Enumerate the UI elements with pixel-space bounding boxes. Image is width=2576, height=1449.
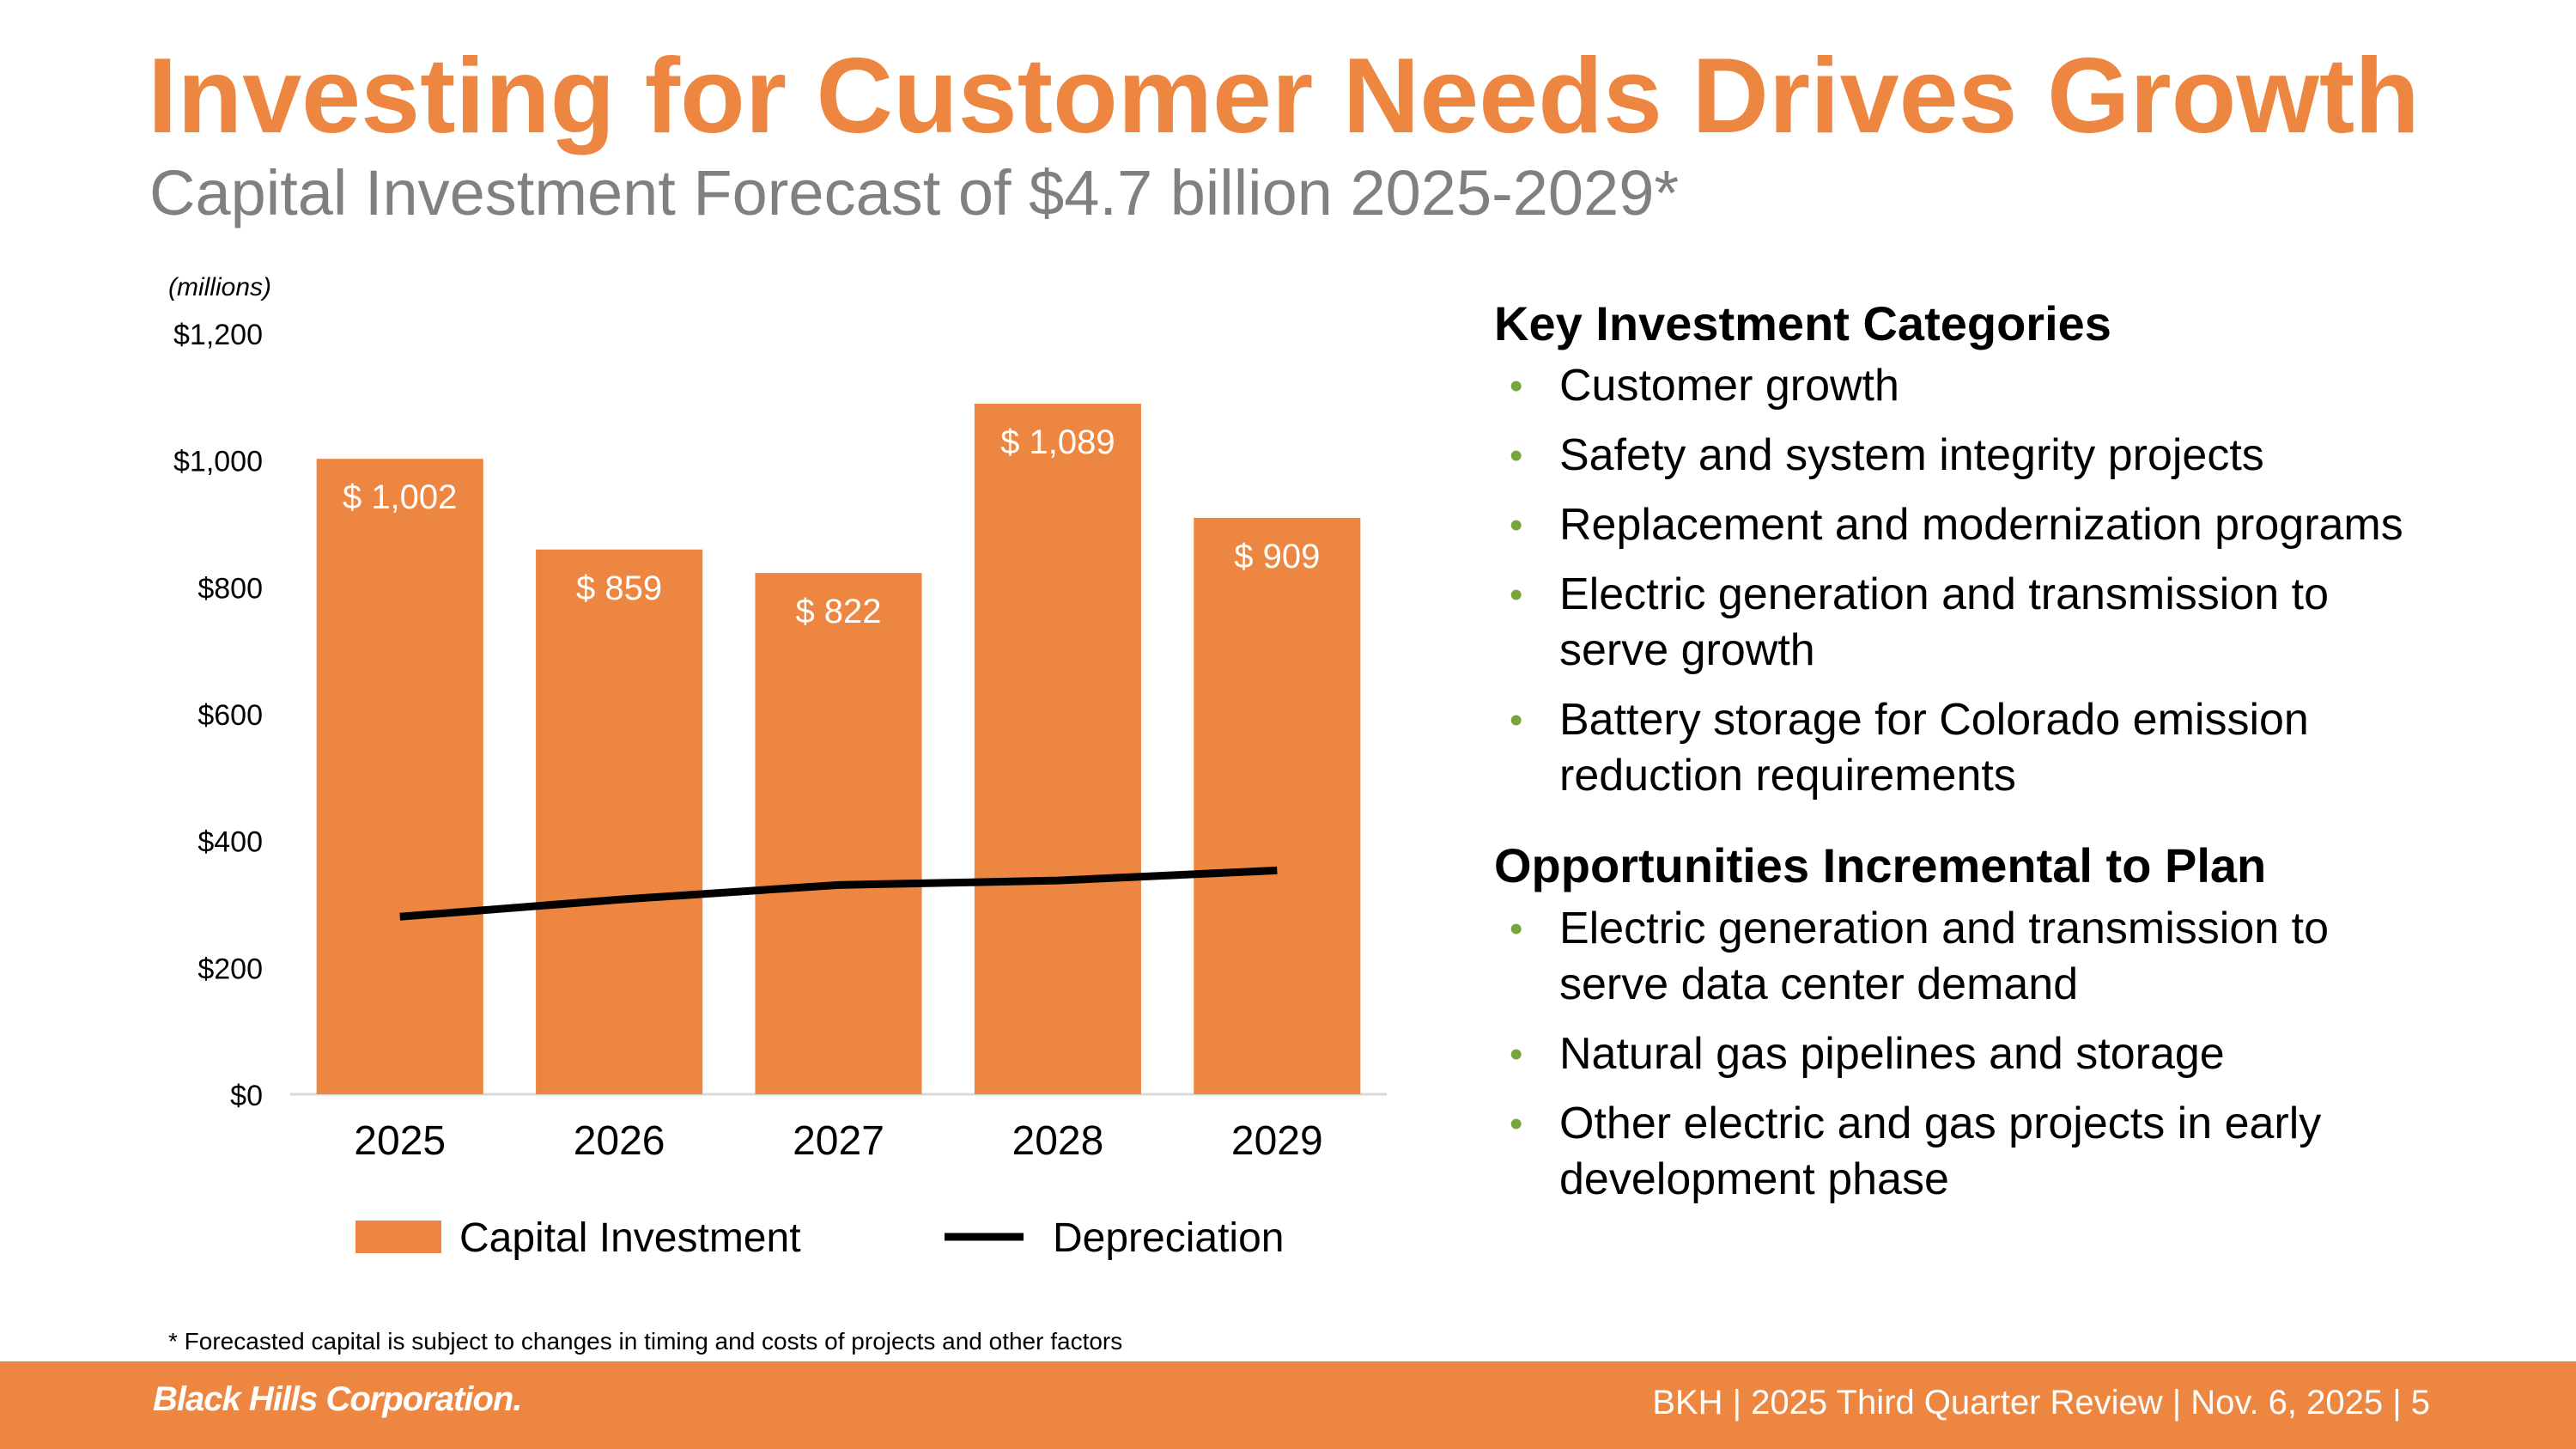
key-category-item-text: Electric generation and transmission to — [1559, 569, 2330, 620]
bar-data-label: $ 909 — [1234, 538, 1320, 575]
opportunity-item-text: serve data center demand — [1559, 959, 2079, 1009]
x-tick-label: 2028 — [1012, 1118, 1104, 1164]
bar-2026 — [536, 549, 703, 1094]
bullet-icon: • — [1510, 907, 1523, 950]
key-category-item-text: Replacement and modernization programs — [1559, 500, 2403, 551]
bar-data-label: $ 1,089 — [1000, 423, 1115, 461]
bar-2028 — [974, 403, 1141, 1095]
y-tick-label: $200 — [197, 953, 263, 985]
right-panel: Key Investment Categories • Customer grow… — [1494, 296, 2550, 1221]
x-axis-labels: 2025 2026 2027 2028 2029 — [354, 1118, 1322, 1164]
opportunity-item: • Natural gas pipelines and storage — [1494, 1026, 2550, 1082]
footer-bar: Black Hills Corporation. BKH | 2025 Thir… — [0, 1361, 2576, 1449]
company-logo: Black Hills Corporation. — [153, 1380, 522, 1418]
key-category-item-text: reduction requirements — [1559, 751, 2016, 801]
key-category-item: • Battery storage for Colorado emission re… — [1494, 692, 2550, 804]
y-tick-label: $0 — [230, 1080, 263, 1112]
capital-investment-chart: $0$200$400$600$800$1,000$1,200 $ 1,002$ … — [173, 319, 1387, 1261]
bar-data-label: $ 822 — [795, 593, 881, 630]
chart-legend: Capital Investment Depreciation — [355, 1215, 1284, 1261]
footer-info: BKH | 2025 Third Quarter Review | Nov. 6… — [1652, 1384, 2430, 1422]
key-category-item-text: serve growth — [1559, 625, 1815, 676]
bullet-icon: • — [1510, 1032, 1523, 1075]
key-category-item-text: Customer growth — [1559, 361, 1899, 411]
bullet-icon: • — [1510, 699, 1523, 742]
y-tick-label: $1,200 — [173, 319, 263, 351]
opportunity-item: • Other electric and gas projects in earl… — [1494, 1096, 2550, 1208]
opportunity-item-text: development phase — [1559, 1154, 1949, 1204]
key-category-item: • Replacement and modernization programs — [1494, 497, 2550, 553]
bullet-icon: • — [1510, 435, 1523, 478]
bullet-icon: • — [1510, 365, 1523, 408]
opportunity-item: • Electric generation and transmission to… — [1494, 901, 2550, 1013]
depreciation-line — [399, 866, 1278, 921]
y-tick-label: $1,000 — [173, 446, 263, 478]
key-categories-list: • Customer growth • Safety and system integ… — [1494, 358, 2550, 804]
bullet-icon: • — [1510, 574, 1523, 617]
legend-depreciation-label: Depreciation — [1053, 1215, 1284, 1261]
opportunity-item-text: Electric generation and transmission to — [1559, 903, 2330, 953]
opportunities-title: Opportunities Incremental to Plan — [1494, 838, 2267, 893]
key-category-item: • Safety and system integrity projects — [1494, 428, 2550, 484]
x-tick-label: 2025 — [354, 1118, 446, 1164]
y-tick-label: $600 — [197, 699, 263, 732]
bar-data-label: $ 859 — [576, 569, 662, 607]
key-category-item-text: Safety and system integrity projects — [1559, 430, 2264, 481]
page-title: Investing for Customer Needs Drives Grow… — [148, 37, 2420, 155]
bar-2029 — [1194, 517, 1361, 1094]
bullet-icon: • — [1510, 1102, 1523, 1145]
bullet-icon: • — [1510, 504, 1523, 547]
y-tick-label: $400 — [197, 826, 263, 859]
key-category-item-text: Battery storage for Colorado emission — [1559, 695, 2309, 746]
legend-capital-label: Capital Investment — [459, 1215, 801, 1261]
bar-2027 — [755, 573, 922, 1094]
y-tick-label: $800 — [197, 572, 263, 605]
opportunity-item-text: Other electric and gas projects in early — [1559, 1098, 2322, 1148]
bar-2025 — [316, 459, 483, 1094]
x-tick-label: 2026 — [574, 1118, 665, 1164]
bar-data-label: $ 1,002 — [343, 478, 457, 516]
footnote: * Forecasted capital is subject to chang… — [168, 1328, 1123, 1355]
y-axis-labels: $0 $200 $400 $600 $800 $1,000 $1,200 — [173, 319, 263, 1112]
x-tick-label: 2029 — [1231, 1118, 1323, 1164]
chart-units-label: (millions) — [168, 273, 271, 301]
page-subtitle: Capital Investment Forecast of $4.7 bill… — [149, 157, 1680, 228]
bars — [316, 403, 1361, 1095]
bar-data-labels: $ 1,002 $ 859 $ 822 $ 1,089 $ 909 — [343, 423, 1320, 630]
key-category-item: • Electric generation and transmission to… — [1494, 567, 2550, 679]
x-tick-label: 2027 — [793, 1118, 884, 1164]
legend-capital-swatch — [355, 1221, 441, 1253]
key-categories-title: Key Investment Categories — [1494, 296, 2111, 350]
opportunity-item-text: Natural gas pipelines and storage — [1559, 1028, 2225, 1079]
key-category-item: • Customer growth — [1494, 358, 2550, 414]
opportunities-list: • Electric generation and transmission to… — [1494, 901, 2550, 1208]
